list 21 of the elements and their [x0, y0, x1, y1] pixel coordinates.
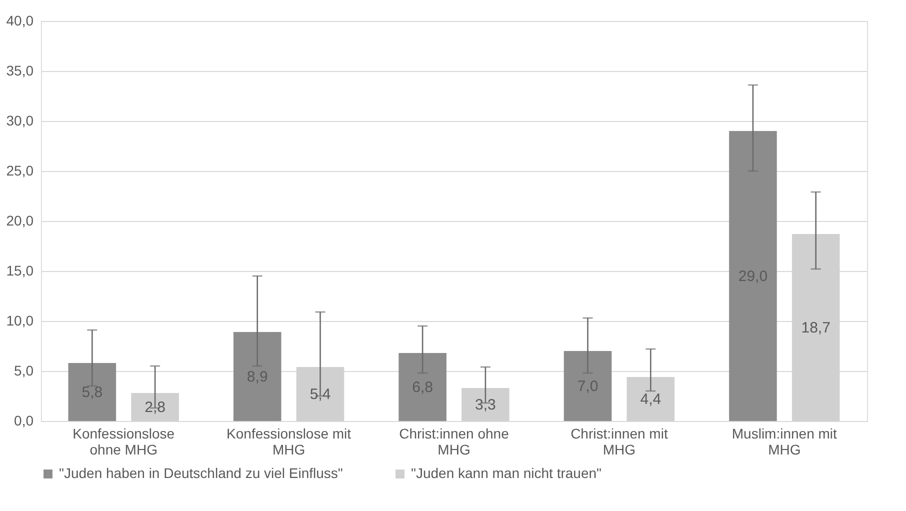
y-tick-label: 10,0 [6, 312, 34, 328]
y-tick-label: 15,0 [6, 262, 34, 278]
y-tick-label: 35,0 [6, 62, 34, 78]
y-tick-label: 0,0 [14, 412, 34, 428]
y-tick-label: 30,0 [6, 112, 34, 128]
y-tick-label: 40,0 [6, 12, 34, 28]
x-tick-label: Muslim:innen mit MHG [732, 426, 838, 458]
legend-label: "Juden haben in Deutschland zu viel Einfluss" [59, 465, 343, 481]
x-tick-label: Christ:innen ohne MHG [399, 426, 510, 458]
data-label: 2,8 [144, 399, 166, 416]
data-label: 3,3 [475, 396, 496, 414]
x-tick-label: Christ:innen mit MHG [570, 426, 668, 458]
x-tick-label: Konfessionslose ohne MHG [72, 426, 175, 458]
y-tick-label: 25,0 [6, 162, 34, 178]
y-tick-label: 20,0 [6, 212, 34, 228]
data-label: 4,4 [640, 391, 662, 408]
legend-label: "Juden kann man nicht trauen" [411, 465, 602, 481]
data-label: 18,7 [801, 320, 830, 336]
y-tick-label: 5,0 [14, 362, 34, 378]
x-tick-label: Konfessionslose mit MHG [226, 426, 352, 458]
data-label: 5,4 [310, 386, 331, 403]
